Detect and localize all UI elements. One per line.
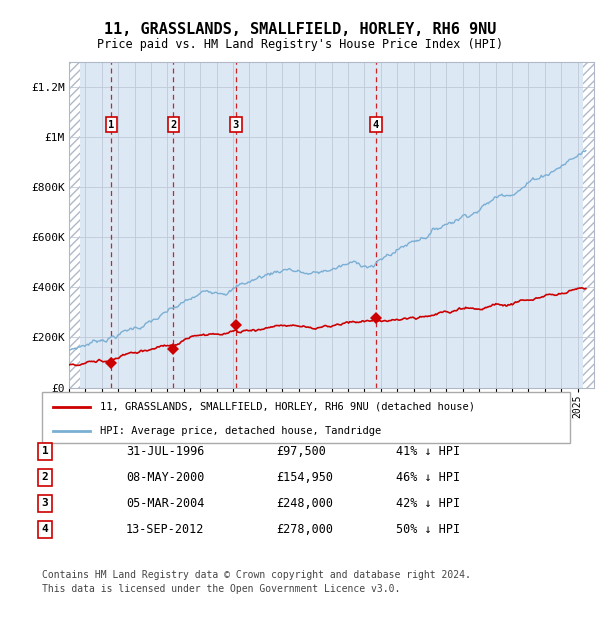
Text: 3: 3	[233, 120, 239, 130]
Text: 2: 2	[170, 120, 176, 130]
Bar	[583, 62, 594, 388]
Text: 41% ↓ HPI: 41% ↓ HPI	[396, 445, 460, 458]
Text: Price paid vs. HM Land Registry's House Price Index (HPI): Price paid vs. HM Land Registry's House …	[97, 38, 503, 51]
Text: 3: 3	[41, 498, 49, 508]
Text: 11, GRASSLANDS, SMALLFIELD, HORLEY, RH6 9NU: 11, GRASSLANDS, SMALLFIELD, HORLEY, RH6 …	[104, 22, 496, 37]
Text: 11, GRASSLANDS, SMALLFIELD, HORLEY, RH6 9NU (detached house): 11, GRASSLANDS, SMALLFIELD, HORLEY, RH6 …	[100, 402, 475, 412]
Text: HPI: Average price, detached house, Tandridge: HPI: Average price, detached house, Tand…	[100, 425, 382, 436]
Text: £154,950: £154,950	[276, 471, 333, 484]
Text: £248,000: £248,000	[276, 497, 333, 510]
Text: 31-JUL-1996: 31-JUL-1996	[126, 445, 205, 458]
Text: 2: 2	[41, 472, 49, 482]
Text: 50% ↓ HPI: 50% ↓ HPI	[396, 523, 460, 536]
Bar	[69, 62, 80, 388]
Bar	[69, 62, 80, 388]
Text: £97,500: £97,500	[276, 445, 326, 458]
Text: 1: 1	[41, 446, 49, 456]
Text: 1: 1	[108, 120, 115, 130]
Text: £278,000: £278,000	[276, 523, 333, 536]
Bar	[583, 62, 594, 388]
Text: 13-SEP-2012: 13-SEP-2012	[126, 523, 205, 536]
Text: 05-MAR-2004: 05-MAR-2004	[126, 497, 205, 510]
Text: This data is licensed under the Open Government Licence v3.0.: This data is licensed under the Open Gov…	[42, 584, 400, 594]
Text: 42% ↓ HPI: 42% ↓ HPI	[396, 497, 460, 510]
Text: Contains HM Land Registry data © Crown copyright and database right 2024.: Contains HM Land Registry data © Crown c…	[42, 570, 471, 580]
FancyBboxPatch shape	[42, 392, 570, 443]
Text: 4: 4	[373, 120, 379, 130]
Text: 46% ↓ HPI: 46% ↓ HPI	[396, 471, 460, 484]
Text: 4: 4	[41, 525, 49, 534]
Text: 08-MAY-2000: 08-MAY-2000	[126, 471, 205, 484]
